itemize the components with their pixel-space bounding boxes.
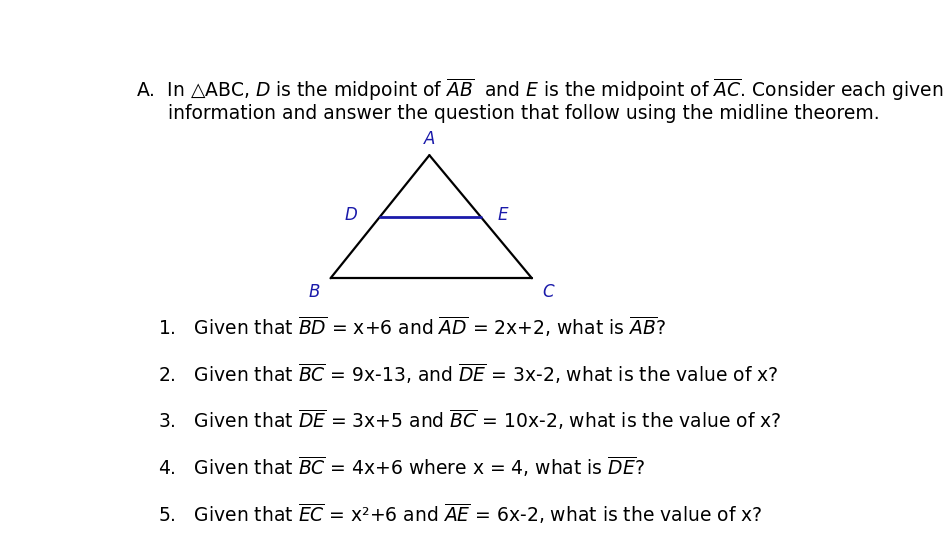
Text: $D$: $D$ xyxy=(344,206,358,224)
Text: $E$: $E$ xyxy=(497,206,509,224)
Text: 4.   Given that $\overline{BC}$ = 4x+6 where x = 4, what is $\overline{DE}$?: 4. Given that $\overline{BC}$ = 4x+6 whe… xyxy=(159,455,645,479)
Text: $A$: $A$ xyxy=(422,129,435,148)
Text: $C$: $C$ xyxy=(541,283,554,301)
Text: 5.   Given that $\overline{EC}$ = x²+6 and $\overline{AE}$ = 6x-2, what is the v: 5. Given that $\overline{EC}$ = x²+6 and… xyxy=(159,501,763,526)
Text: information and answer the question that follow using the midline theorem.: information and answer the question that… xyxy=(168,104,879,123)
Text: 1.   Given that $\overline{BD}$ = x+6 and $\overline{AD}$ = 2x+2, what is $\over: 1. Given that $\overline{BD}$ = x+6 and … xyxy=(159,314,666,339)
Text: A.  In △ABC, $D$ is the midpoint of $\overline{AB}$  and $E$ is the midpoint of : A. In △ABC, $D$ is the midpoint of $\ove… xyxy=(136,77,943,104)
Text: 3.   Given that $\overline{DE}$ = 3x+5 and $\overline{BC}$ = 10x-2, what is the : 3. Given that $\overline{DE}$ = 3x+5 and… xyxy=(159,408,782,433)
Text: $B$: $B$ xyxy=(308,283,320,301)
Text: 2.   Given that $\overline{BC}$ = 9x-13, and $\overline{DE}$ = 3x-2, what is the: 2. Given that $\overline{BC}$ = 9x-13, a… xyxy=(159,361,778,386)
